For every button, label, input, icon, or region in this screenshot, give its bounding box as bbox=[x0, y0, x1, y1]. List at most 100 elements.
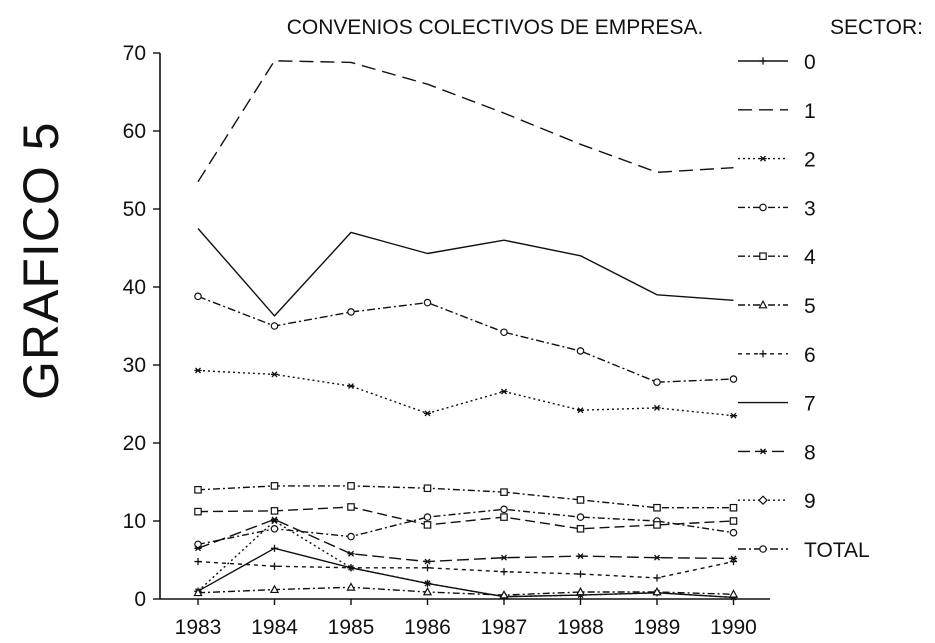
data-point bbox=[347, 482, 355, 490]
x-tick-label: 1987 bbox=[481, 616, 528, 639]
y-tick-label: 40 bbox=[123, 276, 146, 299]
series-line bbox=[197, 508, 734, 546]
series-line bbox=[197, 485, 734, 509]
y-tick-label: 60 bbox=[123, 120, 146, 143]
y-tick-label: 20 bbox=[123, 432, 146, 455]
data-point bbox=[194, 545, 202, 552]
legend-label: 0 bbox=[804, 51, 816, 74]
series-group bbox=[193, 60, 739, 602]
data-point bbox=[269, 584, 280, 594]
series-line bbox=[197, 518, 734, 563]
data-point bbox=[194, 367, 202, 374]
data-point bbox=[653, 554, 661, 561]
data-point bbox=[422, 586, 433, 596]
data-point bbox=[576, 570, 585, 578]
data-point bbox=[194, 486, 202, 494]
data-point bbox=[270, 371, 279, 378]
y-tick-label: 70 bbox=[123, 42, 146, 65]
data-point bbox=[652, 586, 662, 596]
data-point bbox=[347, 383, 355, 390]
legend-marker bbox=[759, 57, 767, 65]
data-point bbox=[347, 308, 355, 316]
legend-label: 8 bbox=[804, 441, 816, 464]
chart-title: CONVENIOS COLECTIVOS DE EMPRESA. bbox=[287, 16, 704, 39]
legend-label: TOTAL bbox=[804, 539, 870, 562]
legend-marker bbox=[758, 299, 768, 309]
data-point bbox=[194, 292, 202, 301]
legend-marker bbox=[759, 252, 767, 261]
legend-label: 7 bbox=[804, 393, 816, 416]
legend-label: 6 bbox=[804, 344, 816, 367]
legend-label: 5 bbox=[804, 295, 816, 318]
data-point bbox=[423, 410, 432, 417]
data-point bbox=[270, 516, 279, 523]
data-point bbox=[423, 484, 432, 493]
legend-marker bbox=[759, 350, 767, 358]
x-tick-label: 1983 bbox=[175, 616, 222, 639]
x-tick-label: 1988 bbox=[557, 616, 604, 639]
legend-label: 4 bbox=[804, 246, 816, 269]
data-point bbox=[576, 553, 585, 560]
data-point bbox=[653, 503, 661, 512]
legend-marker bbox=[759, 448, 767, 455]
series-line bbox=[197, 586, 734, 596]
data-point bbox=[423, 558, 432, 565]
data-point bbox=[423, 298, 432, 307]
data-point bbox=[194, 557, 202, 566]
series-line bbox=[197, 506, 734, 530]
data-point bbox=[423, 513, 432, 521]
data-point bbox=[500, 505, 508, 514]
data-point bbox=[729, 555, 738, 562]
data-point bbox=[500, 513, 508, 521]
data-point bbox=[576, 407, 585, 414]
legend-marker bbox=[759, 155, 767, 162]
data-point bbox=[270, 562, 279, 570]
series-line bbox=[197, 520, 734, 599]
data-point bbox=[575, 586, 586, 596]
x-tick-label: 1985 bbox=[328, 616, 375, 639]
data-point bbox=[347, 550, 355, 557]
axes: 0 10 20 30 40 50 60 70 1983 1984 1985 1986 1987 1988 1… bbox=[123, 42, 770, 639]
data-point bbox=[729, 503, 738, 512]
data-point bbox=[423, 580, 432, 587]
data-point bbox=[653, 404, 661, 411]
data-point bbox=[576, 513, 585, 521]
series-line bbox=[197, 60, 734, 183]
data-point bbox=[500, 388, 508, 395]
data-point bbox=[500, 328, 508, 337]
data-point bbox=[423, 564, 432, 572]
legend-title: SECTOR: bbox=[830, 16, 923, 39]
legend-marker bbox=[759, 203, 767, 212]
data-point bbox=[270, 322, 279, 330]
data-point bbox=[270, 524, 279, 533]
data-point bbox=[347, 564, 355, 572]
data-point bbox=[500, 554, 508, 561]
data-point bbox=[576, 496, 585, 504]
data-point bbox=[500, 488, 508, 496]
data-point bbox=[576, 524, 585, 533]
data-point bbox=[194, 507, 202, 516]
data-point bbox=[729, 412, 738, 419]
x-tick-label: 1990 bbox=[710, 616, 757, 639]
data-point bbox=[346, 582, 356, 591]
legend-label: 9 bbox=[804, 490, 816, 513]
x-tick-label: 1984 bbox=[251, 616, 298, 639]
series-line bbox=[197, 560, 734, 579]
series-line bbox=[197, 295, 734, 383]
data-point bbox=[193, 587, 203, 597]
data-point bbox=[270, 544, 279, 552]
data-point bbox=[653, 574, 661, 582]
legend: 0 1 2 3 4 5 6 7 8 9 TOTAL bbox=[738, 51, 870, 562]
y-tick-label: 0 bbox=[134, 588, 146, 611]
y-tick-label: 10 bbox=[123, 510, 146, 533]
data-point bbox=[729, 375, 738, 383]
legend-label: 1 bbox=[804, 100, 816, 123]
series-line bbox=[197, 369, 734, 417]
data-point bbox=[653, 521, 661, 529]
legend-marker bbox=[759, 545, 767, 553]
data-point bbox=[423, 521, 432, 529]
legend-marker bbox=[758, 495, 768, 506]
data-point bbox=[270, 507, 279, 515]
legend-label: 3 bbox=[804, 197, 816, 220]
